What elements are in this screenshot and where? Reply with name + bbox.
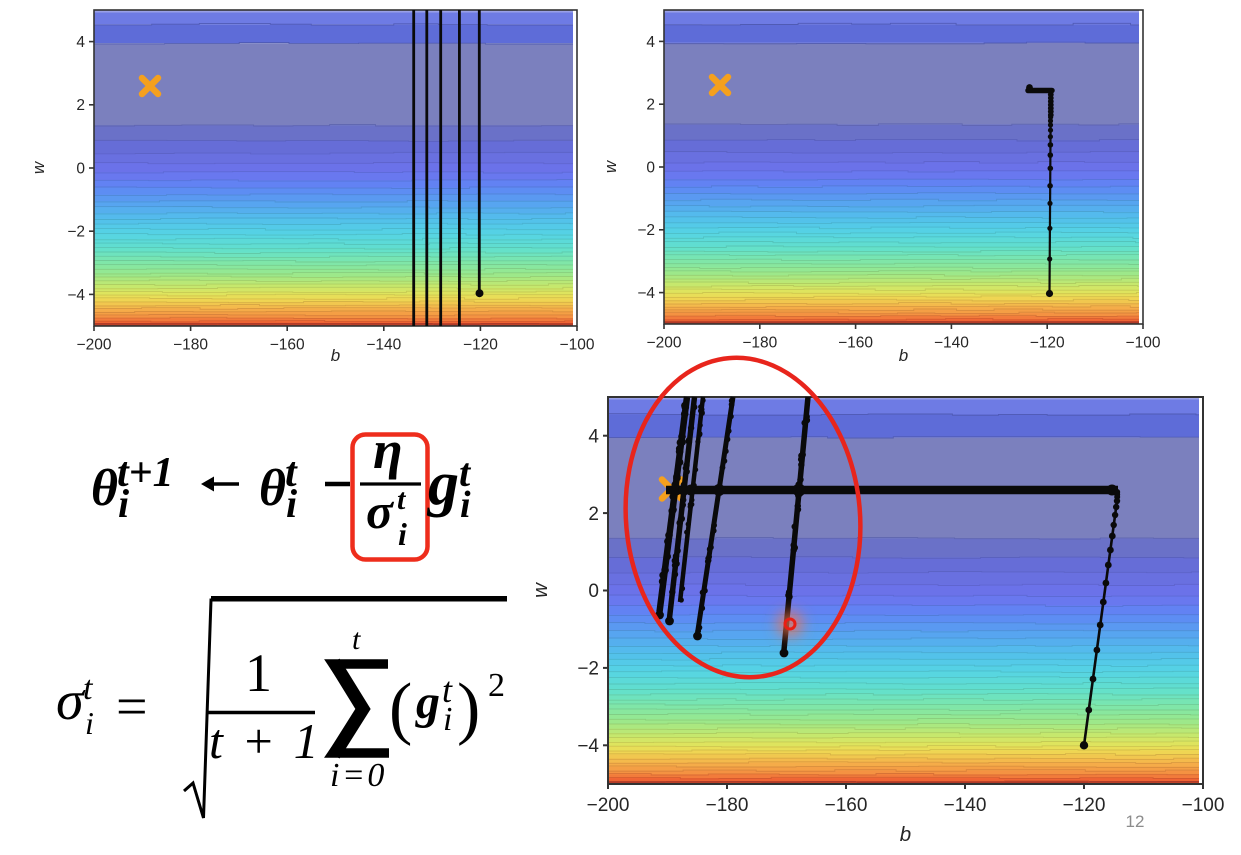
svg-text:t: t (459, 450, 472, 495)
svg-text:−2: −2 (67, 224, 85, 241)
svg-text:i: i (85, 705, 94, 741)
svg-text:2: 2 (588, 504, 599, 525)
svg-text:b: b (900, 823, 911, 846)
svg-text:4: 4 (76, 34, 85, 51)
svg-text:4: 4 (588, 426, 599, 447)
svg-text:i: i (286, 481, 297, 526)
svg-text:): ) (457, 670, 480, 747)
svg-text:2: 2 (488, 667, 505, 704)
svg-text:−160: −160 (270, 337, 305, 354)
svg-text:−100: −100 (560, 337, 595, 354)
svg-text:θ: θ (91, 460, 118, 517)
svg-text:−140: −140 (366, 337, 401, 354)
svg-text:b: b (899, 346, 908, 365)
svg-text:−2: −2 (577, 659, 599, 680)
svg-text:−180: −180 (173, 337, 208, 354)
svg-text:0: 0 (76, 160, 85, 177)
svg-text:2: 2 (76, 97, 85, 114)
svg-text:g: g (415, 676, 440, 729)
svg-text:=: = (116, 676, 148, 738)
svg-text:−4: −4 (67, 287, 85, 304)
svg-text:−180: −180 (742, 335, 777, 352)
svg-text:b: b (331, 346, 340, 365)
svg-text:−2: −2 (637, 222, 655, 239)
svg-text:4: 4 (646, 34, 655, 51)
svg-text:−100: −100 (1182, 795, 1225, 816)
svg-text:i: i (460, 484, 471, 526)
svg-text:−200: −200 (77, 337, 112, 354)
svg-text:−180: −180 (706, 795, 749, 816)
svg-text:i=0: i=0 (330, 757, 387, 794)
svg-text:w: w (601, 159, 620, 173)
svg-text:σ: σ (366, 483, 395, 539)
svg-text:t: t (397, 483, 407, 516)
svg-text:θ: θ (259, 460, 286, 517)
svg-text:w: w (29, 160, 48, 174)
svg-text:−120: −120 (1063, 795, 1106, 816)
svg-text:t + 1: t + 1 (209, 713, 322, 769)
svg-text:(: ( (389, 670, 412, 747)
svg-text:η: η (373, 420, 403, 480)
svg-text:w: w (529, 582, 552, 598)
svg-text:−4: −4 (577, 736, 599, 757)
svg-text:t: t (352, 623, 361, 656)
svg-text:t: t (442, 670, 453, 710)
svg-text:i: i (443, 701, 452, 738)
svg-text:i: i (118, 481, 129, 526)
svg-text:−120: −120 (1030, 335, 1065, 352)
svg-text:g: g (426, 450, 459, 518)
svg-text:1: 1 (245, 643, 272, 703)
svg-text:2: 2 (646, 97, 655, 114)
svg-text:t: t (285, 450, 298, 496)
svg-text:−140: −140 (934, 335, 969, 352)
svg-text:12: 12 (1126, 812, 1145, 831)
svg-text:−120: −120 (463, 337, 498, 354)
svg-text:t: t (83, 670, 94, 707)
svg-text:0: 0 (588, 581, 599, 602)
svg-text:i: i (398, 516, 407, 552)
svg-text:−200: −200 (647, 335, 682, 352)
svg-text:σ: σ (56, 670, 86, 732)
svg-text:−160: −160 (838, 335, 873, 352)
svg-text:−140: −140 (944, 795, 987, 816)
svg-text:t+1: t+1 (117, 450, 174, 496)
svg-text:−100: −100 (1126, 335, 1161, 352)
svg-text:−4: −4 (637, 285, 655, 302)
svg-text:0: 0 (646, 159, 655, 176)
svg-text:−200: −200 (587, 795, 630, 816)
svg-text:−160: −160 (825, 795, 868, 816)
